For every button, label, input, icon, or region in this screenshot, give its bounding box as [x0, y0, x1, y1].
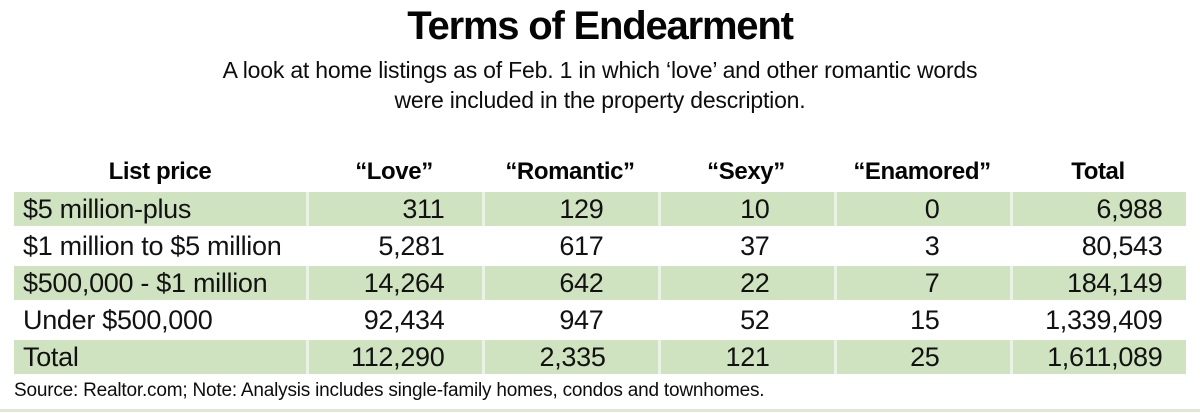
cell-value: 22 [740, 268, 770, 298]
cell-value: 7 [924, 268, 940, 298]
cell-value: 37 [740, 231, 770, 261]
cell-value: 10 [740, 194, 770, 224]
table-cell: 22 [658, 266, 834, 300]
table-cell: 14,264 [306, 266, 482, 300]
column-header-sexy: “Sexy” [707, 158, 785, 185]
subtitle-line-1: A look at home listings as of Feb. 1 in … [222, 57, 978, 83]
cell-value: 25 [910, 342, 940, 372]
cell-value: 311 [402, 194, 445, 224]
table-cell: 6,988 [1010, 192, 1186, 226]
cell-value: 2,335 [539, 342, 606, 372]
table-cell: 311 [306, 192, 482, 226]
table-cell: 7 [834, 266, 1010, 300]
cell-value: 5,281 [378, 231, 445, 261]
table-cell: 5,281 [306, 229, 482, 263]
table-cell: 0 [834, 192, 1010, 226]
table-cell: 80,543 [1010, 229, 1186, 263]
column-header-total: Total [1071, 158, 1125, 185]
table-cell: 121 [658, 340, 834, 374]
table-cell: 37 [658, 229, 834, 263]
cell-value: 0 [924, 194, 940, 224]
table-cell: 15 [834, 303, 1010, 337]
subtitle-line-2: were included in the property descriptio… [394, 87, 806, 113]
table-cell: 1,339,409 [1010, 303, 1186, 337]
table-cell: 617 [482, 229, 658, 263]
table-cell: 3 [834, 229, 1010, 263]
cell-value: 112,290 [351, 342, 445, 372]
column-header-love: “Love” [355, 158, 433, 185]
listings-table: List price “Love” “Romantic” “Sexy” “Ena… [14, 155, 1186, 374]
cell-value: 184,149 [1067, 268, 1163, 298]
table-cell: 10 [658, 192, 834, 226]
table-cell: 184,149 [1010, 266, 1186, 300]
bottom-rule [0, 409, 1200, 412]
cell-value: 617 [559, 231, 604, 261]
row-label: $5 million-plus [14, 192, 306, 226]
table-cell: 129 [482, 192, 658, 226]
row-label: $500,000 - $1 million [14, 266, 306, 300]
cell-value: 52 [740, 305, 770, 335]
table-cell: 1,611,089 [1010, 340, 1186, 374]
table-cell: 92,434 [306, 303, 482, 337]
table-cell: 642 [482, 266, 658, 300]
column-header-romantic: “Romantic” [505, 158, 635, 185]
cell-value: 1,339,409 [1045, 305, 1163, 335]
row-label: $1 million to $5 million [23, 231, 282, 261]
cell-value: 80,543 [1081, 231, 1163, 261]
cell-value: 129 [559, 194, 604, 224]
source-note: Source: Realtor.com; Note: Analysis incl… [14, 380, 765, 401]
column-header-enamored: “Enamored” [853, 158, 991, 185]
cell-value: 1,611,089 [1047, 342, 1163, 372]
column-header-list-price: List price [108, 158, 212, 185]
table-cell: 25 [834, 340, 1010, 374]
cell-value: 642 [559, 268, 604, 298]
cell-value: 15 [910, 305, 940, 335]
cell-value: 6,988 [1096, 194, 1163, 224]
cell-value: 121 [725, 342, 770, 372]
table-cell: 52 [658, 303, 834, 337]
table-cell: 112,290 [306, 340, 482, 374]
cell-value: 3 [924, 231, 940, 261]
table-cell: 947 [482, 303, 658, 337]
cell-value: 92,434 [363, 305, 445, 335]
cell-value: 14,264 [363, 268, 445, 298]
chart-subtitle: A look at home listings as of Feb. 1 in … [0, 55, 1200, 115]
cell-value: 947 [559, 305, 604, 335]
table-cell: 2,335 [482, 340, 658, 374]
row-label-total: Total [14, 340, 306, 374]
chart-title: Terms of Endearment [407, 4, 794, 48]
row-label: Under $500,000 [23, 305, 213, 335]
